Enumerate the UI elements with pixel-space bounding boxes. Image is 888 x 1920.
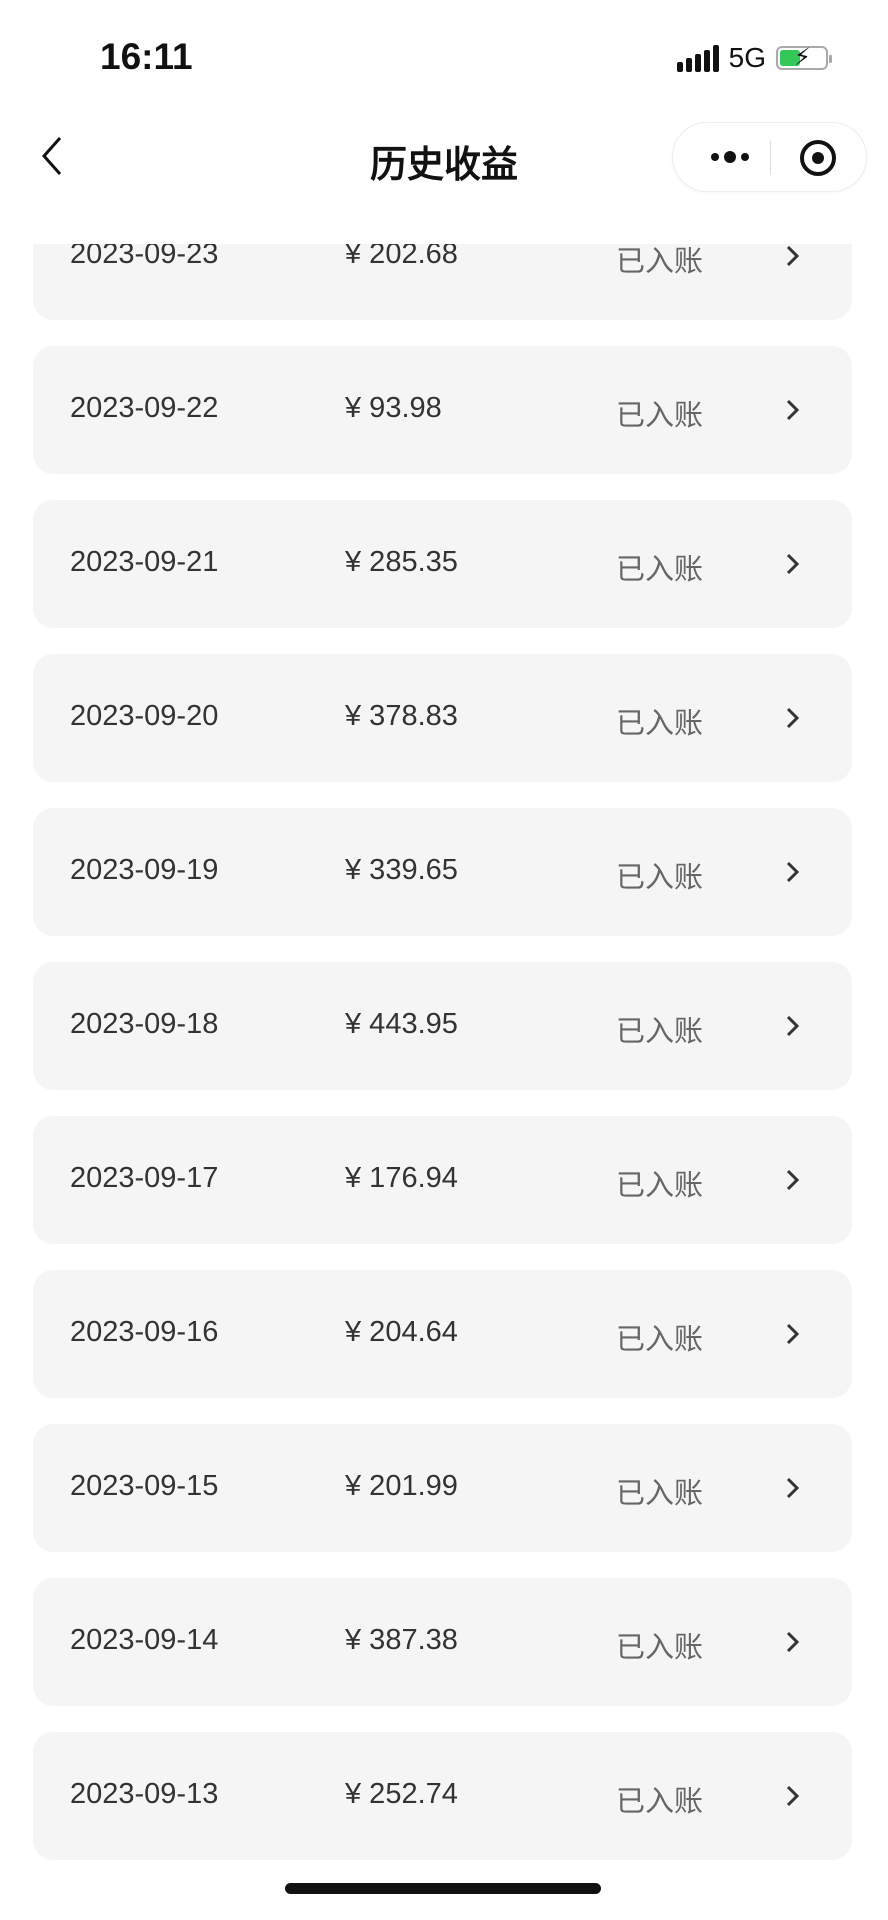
- back-button[interactable]: [36, 132, 76, 180]
- record-date: 2023-09-20: [70, 700, 219, 732]
- earning-record[interactable]: 2023-09-19 ¥ 339.65 已入账: [33, 808, 852, 936]
- record-date: 2023-09-15: [70, 1470, 219, 1502]
- earning-record[interactable]: 2023-09-16 ¥ 204.64 已入账: [33, 1270, 852, 1398]
- mini-program-capsule: [672, 122, 867, 192]
- record-status: 已入账: [616, 246, 704, 278]
- close-button[interactable]: [798, 138, 838, 178]
- more-dots-icon: [711, 153, 719, 161]
- home-indicator: [285, 1883, 601, 1894]
- record-amount: ¥ 204.64: [345, 1316, 458, 1348]
- record-amount: ¥ 93.98: [345, 392, 442, 424]
- battery-icon: ⚡: [776, 44, 832, 71]
- record-date: 2023-09-22: [70, 392, 219, 424]
- more-button[interactable]: [693, 123, 767, 191]
- record-date: 2023-09-13: [70, 1778, 219, 1810]
- status-time: 16:11: [100, 36, 193, 77]
- earning-record[interactable]: 2023-09-20 ¥ 378.83 已入账: [33, 654, 852, 782]
- page-title: 历史收益: [370, 144, 518, 185]
- record-date: 2023-09-21: [70, 546, 219, 578]
- record-amount: ¥ 387.38: [345, 1624, 458, 1656]
- record-status: 已入账: [616, 1632, 704, 1664]
- record-date: 2023-09-16: [70, 1316, 219, 1348]
- record-status: 已入账: [616, 1170, 704, 1202]
- earning-record[interactable]: 2023-09-17 ¥ 176.94 已入账: [33, 1116, 852, 1244]
- record-status: 已入账: [616, 708, 704, 740]
- record-date: 2023-09-18: [70, 1008, 219, 1040]
- chevron-left-icon: [41, 137, 62, 175]
- capsule-divider: [770, 141, 771, 175]
- chevron-right-icon: [786, 399, 800, 421]
- chevron-right-icon: [786, 1323, 800, 1345]
- earning-record[interactable]: 2023-09-22 ¥ 93.98 已入账: [33, 346, 852, 474]
- record-status: 已入账: [616, 1786, 704, 1818]
- chevron-right-icon: [786, 553, 800, 575]
- record-amount: ¥ 285.35: [345, 546, 458, 578]
- chevron-right-icon: [786, 1631, 800, 1653]
- chevron-right-icon: [786, 1169, 800, 1191]
- earning-record[interactable]: 2023-09-13 ¥ 252.74 已入账: [33, 1732, 852, 1860]
- record-amount: ¥ 201.99: [345, 1470, 458, 1502]
- chevron-right-icon: [786, 245, 800, 267]
- record-amount: ¥ 378.83: [345, 700, 458, 732]
- record-status: 已入账: [616, 1016, 704, 1048]
- record-status: 已入账: [616, 554, 704, 586]
- record-date: 2023-09-14: [70, 1624, 219, 1656]
- earning-record[interactable]: 2023-09-14 ¥ 387.38 已入账: [33, 1578, 852, 1706]
- record-amount: ¥ 176.94: [345, 1162, 458, 1194]
- earning-record[interactable]: 2023-09-18 ¥ 443.95 已入账: [33, 962, 852, 1090]
- signal-icon: [676, 44, 719, 72]
- chevron-right-icon: [786, 1015, 800, 1037]
- record-status: 已入账: [616, 862, 704, 894]
- more-dots-icon: [741, 153, 749, 161]
- header: 16:11 5G ⚡ 历史收益: [0, 0, 888, 244]
- earning-record[interactable]: 2023-09-21 ¥ 285.35 已入账: [33, 500, 852, 628]
- chevron-right-icon: [786, 861, 800, 883]
- record-amount: ¥ 443.95: [345, 1008, 458, 1040]
- record-date: 2023-09-19: [70, 854, 219, 886]
- more-dots-icon: [724, 151, 736, 163]
- earning-record[interactable]: 2023-09-15 ¥ 201.99 已入账: [33, 1424, 852, 1552]
- record-status: 已入账: [616, 1324, 704, 1356]
- chevron-right-icon: [786, 1785, 800, 1807]
- network-label: 5G: [728, 42, 766, 73]
- chevron-right-icon: [786, 1477, 800, 1499]
- target-close-icon: [800, 140, 836, 176]
- record-date: 2023-09-17: [70, 1162, 219, 1194]
- chevron-right-icon: [786, 707, 800, 729]
- record-amount: ¥ 252.74: [345, 1778, 458, 1810]
- record-amount: ¥ 339.65: [345, 854, 458, 886]
- status-icons: 5G ⚡: [676, 42, 832, 74]
- record-status: 已入账: [616, 1478, 704, 1510]
- record-status: 已入账: [616, 400, 704, 432]
